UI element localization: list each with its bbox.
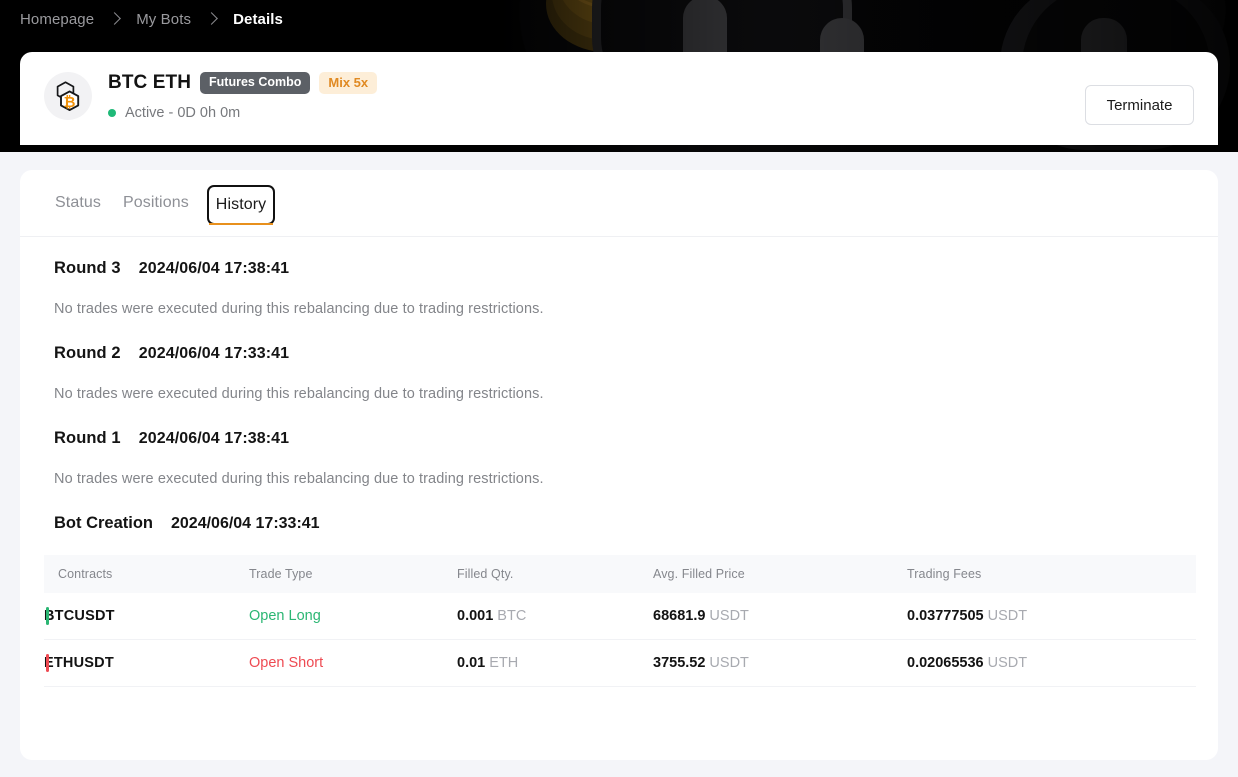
svg-text:₿: ₿ xyxy=(64,95,76,111)
filled-qty-unit: ETH xyxy=(489,655,519,671)
avg-price-unit: USDT xyxy=(709,608,749,624)
status-badge-mode: Mix 5x xyxy=(319,72,378,94)
avg-price-unit: USDT xyxy=(709,655,749,671)
history-list: Round 3 2024/06/04 17:38:41 No trades we… xyxy=(20,237,1218,687)
round-header: Round 3 2024/06/04 17:38:41 xyxy=(54,259,1194,278)
bot-info: BTC ETH Futures Combo Mix 5x Active - 0D… xyxy=(108,70,378,121)
round-header: Round 1 2024/06/04 17:38:41 xyxy=(54,429,1194,448)
round-note: No trades were executed during this reba… xyxy=(54,471,544,487)
bot-status-label: Active - 0D 0h 0m xyxy=(125,105,241,121)
fees-value: 0.02065536 xyxy=(907,655,984,671)
bot-header-card: ₿ BTC ETH Futures Combo Mix 5x Active - … xyxy=(20,52,1218,145)
round-entry: Round 2 2024/06/04 17:33:41 No trades we… xyxy=(54,344,1194,402)
trade-type-label: Open Short xyxy=(249,655,324,671)
round-label: Round 2 xyxy=(54,344,121,362)
fees-unit: USDT xyxy=(987,608,1028,624)
column-header-trade-type: Trade Type xyxy=(249,555,457,593)
trade-type-label: Open Long xyxy=(249,608,321,624)
trades-table-header: Contracts Trade Type Filled Qty. Avg. Fi… xyxy=(44,555,1196,593)
cell-trade-type: Open Short xyxy=(249,639,457,687)
round-header: Round 2 2024/06/04 17:33:41 xyxy=(54,344,1194,363)
bot-summary: ₿ BTC ETH Futures Combo Mix 5x Active - … xyxy=(44,70,378,121)
filled-qty-value: 0.001 xyxy=(457,608,494,624)
round-note: No trades were executed during this reba… xyxy=(54,386,544,402)
cell-filled-qty: 0.001 BTC xyxy=(457,593,653,640)
column-header-contracts: Contracts xyxy=(44,555,249,593)
cell-avg-price: 68681.9 USDT xyxy=(653,593,907,640)
table-row: BTCUSDT Open Long 0.001 BTC 68681.9 USDT 0… xyxy=(44,593,1196,640)
status-badge-type: Futures Combo xyxy=(200,72,311,94)
round-label: Round 3 xyxy=(54,259,121,277)
cell-trade-type: Open Long xyxy=(249,593,457,640)
round-timestamp: 2024/06/04 17:33:41 xyxy=(138,345,290,362)
round-entry: Round 3 2024/06/04 17:38:41 No trades we… xyxy=(54,259,1194,317)
cell-fees: 0.02065536 USDT xyxy=(907,639,1196,687)
tab-status[interactable]: Status xyxy=(44,182,112,224)
trades-table-body: BTCUSDT Open Long 0.001 BTC 68681.9 USDT 0… xyxy=(44,593,1196,687)
round-entry: Round 1 2024/06/04 17:38:41 No trades we… xyxy=(54,429,1194,487)
breadcrumb-item-homepage[interactable]: Homepage xyxy=(20,10,95,28)
table-header-row: Contracts Trade Type Filled Qty. Avg. Fi… xyxy=(44,555,1196,593)
fees-unit: USDT xyxy=(987,655,1028,671)
chevron-right-icon xyxy=(205,12,219,26)
filled-qty-unit: BTC xyxy=(497,608,527,624)
avg-price-value: 68681.9 xyxy=(653,608,706,624)
cell-fees: 0.03777505 USDT xyxy=(907,593,1196,640)
cell-avg-price: 3755.52 USDT xyxy=(653,639,907,687)
breadcrumb: Homepage My Bots Details xyxy=(20,8,283,30)
tab-bar: Status Positions History xyxy=(20,170,1218,237)
round-note: No trades were executed during this reba… xyxy=(54,301,544,317)
terminate-button[interactable]: Terminate xyxy=(1085,85,1194,125)
breadcrumb-item-details: Details xyxy=(233,10,283,28)
fees-value: 0.03777505 xyxy=(907,608,984,624)
table-row: ETHUSDT Open Short 0.01 ETH 3755.52 USDT 0… xyxy=(44,639,1196,687)
bot-creation-timestamp: 2024/06/04 17:33:41 xyxy=(171,515,320,532)
trades-table: Contracts Trade Type Filled Qty. Avg. Fi… xyxy=(44,555,1196,687)
cell-contract: BTCUSDT xyxy=(44,593,249,640)
bot-creation-label: Bot Creation xyxy=(54,514,153,532)
bot-creation-header: Bot Creation 2024/06/04 17:33:41 xyxy=(54,514,1194,533)
cell-filled-qty: 0.01 ETH xyxy=(457,639,653,687)
avg-price-value: 3755.52 xyxy=(653,655,706,671)
chevron-right-icon xyxy=(108,12,122,26)
column-header-trading-fees: Trading Fees xyxy=(907,555,1196,593)
status-dot-icon xyxy=(108,109,116,117)
details-card: Status Positions History Round 3 2024/06… xyxy=(20,170,1218,760)
bot-title-row: BTC ETH Futures Combo Mix 5x xyxy=(108,70,378,96)
column-header-avg-filled-price: Avg. Filled Price xyxy=(653,555,907,593)
round-label: Round 1 xyxy=(54,429,121,447)
round-timestamp: 2024/06/04 17:38:41 xyxy=(138,260,290,277)
column-header-filled-qty: Filled Qty. xyxy=(457,555,653,593)
round-timestamp: 2024/06/04 17:38:41 xyxy=(138,430,290,447)
tab-positions[interactable]: Positions xyxy=(112,182,200,224)
cell-contract: ETHUSDT xyxy=(44,639,249,687)
bitcoin-hexagon-icon: ₿ xyxy=(44,72,92,120)
tab-history[interactable]: History xyxy=(206,185,276,225)
page-title: BTC ETH xyxy=(108,72,192,93)
breadcrumb-item-my-bots[interactable]: My Bots xyxy=(136,10,192,28)
bot-status: Active - 0D 0h 0m xyxy=(108,105,377,121)
filled-qty-value: 0.01 xyxy=(457,655,486,671)
